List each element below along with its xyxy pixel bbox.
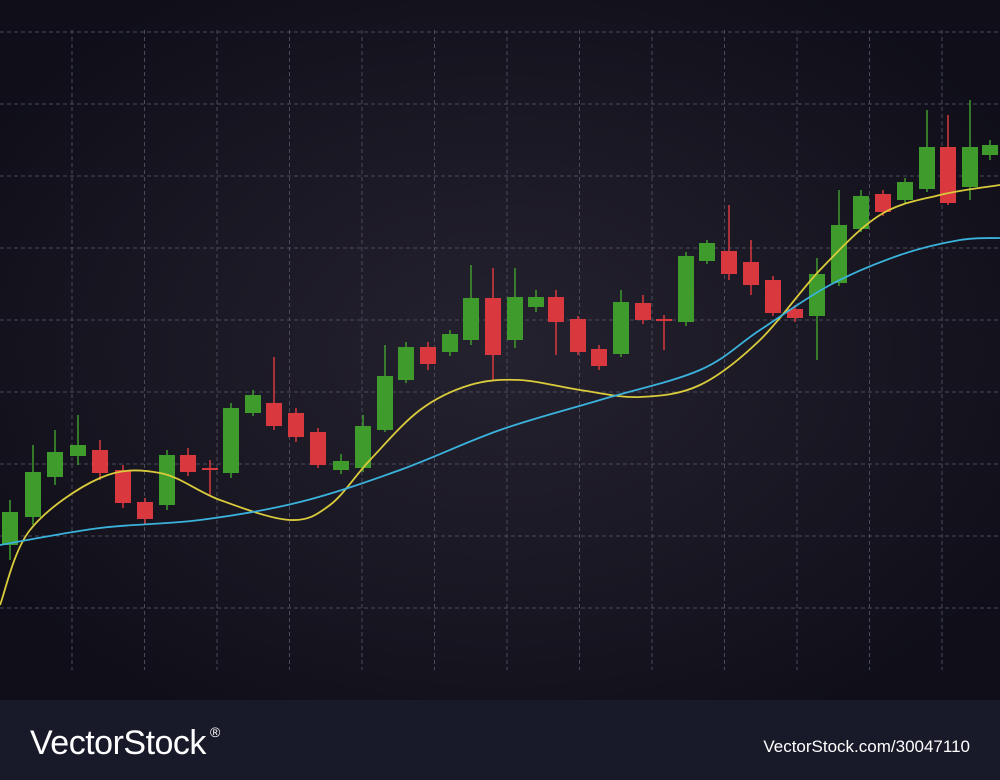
candle-body (570, 319, 586, 352)
candle-body (548, 297, 564, 322)
candle-body (2, 512, 18, 545)
candle-body (377, 376, 393, 430)
candle-body (159, 455, 175, 505)
candle-body (635, 303, 651, 320)
candle-body (333, 461, 349, 470)
candle-body (355, 426, 371, 468)
candle-body (485, 298, 501, 355)
candle-body (245, 395, 261, 413)
candle-body (202, 468, 218, 470)
footer-band (0, 700, 1000, 780)
candle-body (897, 182, 913, 200)
candle-body (743, 262, 759, 285)
candle-body (613, 302, 629, 354)
grid (0, 30, 1000, 670)
candle-body (47, 452, 63, 477)
candle-body (507, 297, 523, 340)
reference: VectorStock.com/30047110 (763, 737, 970, 756)
candle-body (92, 450, 108, 473)
candle-body (266, 403, 282, 426)
plot (0, 100, 1000, 606)
brand: VectorStock (30, 724, 207, 762)
candle-body (528, 297, 544, 307)
candle-body (310, 432, 326, 465)
moving-average-line (0, 237, 1000, 546)
candle-body (919, 147, 935, 189)
candle-body (982, 145, 998, 155)
candle-body (442, 334, 458, 352)
candle-body (853, 196, 869, 229)
candle-body (721, 251, 737, 274)
candle-body (765, 280, 781, 313)
candle-body (288, 413, 304, 437)
candle-body (787, 309, 803, 318)
candle-body (678, 256, 694, 322)
candle-body (591, 349, 607, 366)
candle-body (962, 147, 978, 187)
brand-symbol: ® (210, 724, 221, 740)
candle-body (875, 194, 891, 212)
candle-body (137, 502, 153, 519)
candle-body (115, 470, 131, 503)
candle-body (420, 347, 436, 364)
candle-body (463, 298, 479, 340)
candle-body (831, 225, 847, 283)
candle-body (398, 347, 414, 380)
candle-body (223, 408, 239, 473)
moving-average-line (0, 184, 1000, 606)
candle-body (656, 319, 672, 321)
candle-body (70, 445, 86, 456)
candle-body (699, 243, 715, 261)
candle-body (25, 472, 41, 517)
candle-body (180, 455, 196, 472)
candle-body (940, 147, 956, 203)
candle-body (809, 274, 825, 316)
